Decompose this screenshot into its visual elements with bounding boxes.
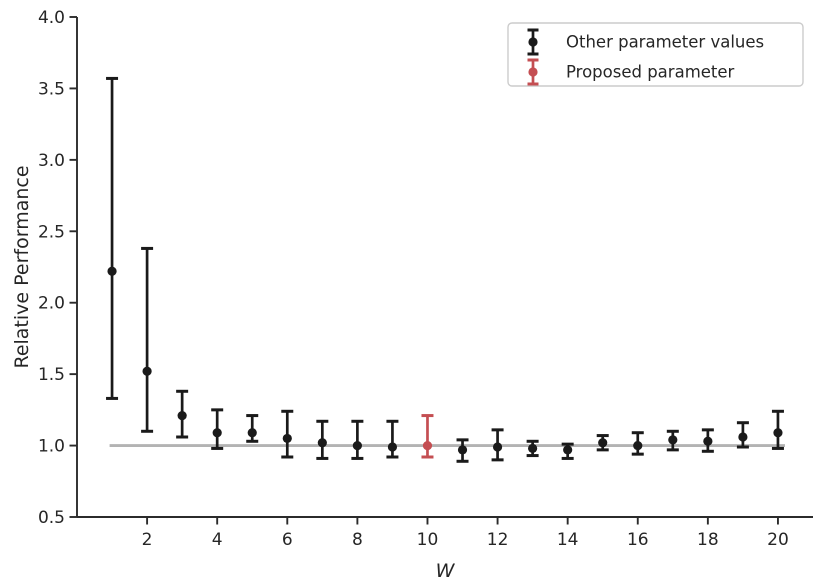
data-point-dot bbox=[668, 435, 678, 445]
errorbar-point bbox=[701, 428, 714, 453]
errorbar-point bbox=[456, 438, 469, 463]
x-tick-label: 4 bbox=[212, 530, 223, 550]
data-point-dot bbox=[212, 428, 222, 438]
x-tick-label: 16 bbox=[627, 530, 649, 550]
data-point-dot bbox=[773, 428, 783, 438]
errorbar-point bbox=[631, 431, 644, 456]
data-point-dot bbox=[352, 440, 362, 451]
data-point-dot bbox=[563, 445, 573, 455]
data-point-dot bbox=[422, 440, 433, 451]
errorbar-marker-other-icon bbox=[527, 28, 539, 56]
data-point-dot bbox=[703, 436, 713, 446]
errorbar-point bbox=[246, 414, 259, 443]
y-axis-ticks: 0.5 1.0 1.5 2.0 2.5 3.0 3.5 4.0 bbox=[38, 8, 77, 528]
y-tick-label: 0.5 bbox=[38, 508, 65, 528]
y-tick-label: 3.0 bbox=[38, 151, 65, 171]
x-tick-label: 14 bbox=[557, 530, 579, 550]
x-tick-label: 6 bbox=[282, 530, 293, 550]
x-tick-label: 12 bbox=[487, 530, 509, 550]
errorbar-point bbox=[211, 408, 224, 450]
errorbar-point bbox=[141, 246, 154, 433]
errorbar-point bbox=[736, 421, 749, 449]
errorbar-point bbox=[351, 419, 364, 460]
data-points bbox=[106, 76, 784, 463]
data-point-dot bbox=[247, 428, 257, 438]
errorbar-point bbox=[176, 389, 189, 439]
y-tick-label: 1.5 bbox=[38, 365, 65, 385]
legend-frame bbox=[507, 22, 804, 87]
data-point-dot bbox=[633, 440, 643, 451]
errorbar-point bbox=[421, 414, 434, 459]
errorbar-point bbox=[526, 439, 539, 458]
data-point-dot bbox=[598, 438, 608, 448]
y-tick-label: 2.5 bbox=[38, 222, 65, 242]
errorbar-point bbox=[771, 409, 784, 450]
x-tick-label: 8 bbox=[352, 530, 363, 550]
data-point-dot bbox=[492, 442, 503, 452]
errorbar-point bbox=[596, 434, 609, 452]
errorbar-marker-proposed-icon bbox=[527, 58, 539, 86]
axis-spines bbox=[76, 17, 813, 518]
y-tick-label: 1.0 bbox=[38, 437, 65, 457]
y-axis-label: Relative Performance bbox=[11, 165, 33, 368]
errorbar-point bbox=[106, 76, 119, 400]
errorbar-point bbox=[281, 409, 294, 459]
errorbar-point bbox=[666, 429, 679, 452]
x-tick-label: 18 bbox=[697, 530, 719, 550]
data-point-dot bbox=[738, 432, 748, 442]
data-point-dot bbox=[457, 445, 468, 455]
y-tick-label: 4.0 bbox=[38, 8, 65, 28]
data-point-dot bbox=[177, 410, 187, 421]
errorbar-point bbox=[491, 428, 504, 462]
errorbar-point bbox=[386, 419, 399, 459]
errorbar-point bbox=[561, 442, 574, 460]
legend: Other parameter values Proposed paramete… bbox=[507, 22, 804, 87]
data-point-dot bbox=[387, 442, 398, 452]
data-point-dot bbox=[142, 366, 152, 376]
x-axis-label: W bbox=[436, 560, 456, 582]
y-tick-label: 2.0 bbox=[38, 294, 65, 314]
legend-label-other: Other parameter values bbox=[566, 33, 764, 52]
data-point-dot bbox=[317, 438, 327, 448]
data-point-dot bbox=[528, 443, 538, 454]
data-point-dot bbox=[282, 433, 292, 444]
legend-point-dot bbox=[528, 37, 538, 47]
x-tick-label: 20 bbox=[767, 530, 789, 550]
data-point-dot bbox=[107, 266, 117, 276]
legend-label-proposed: Proposed parameter bbox=[566, 63, 735, 82]
errorbar-point bbox=[316, 419, 329, 460]
legend-point-dot bbox=[528, 67, 538, 77]
x-tick-label: 10 bbox=[417, 530, 439, 550]
x-tick-label: 2 bbox=[142, 530, 153, 550]
x-axis-ticks: 2 4 6 8 10 12 14 16 18 20 bbox=[142, 517, 789, 550]
y-tick-label: 3.5 bbox=[38, 79, 65, 99]
